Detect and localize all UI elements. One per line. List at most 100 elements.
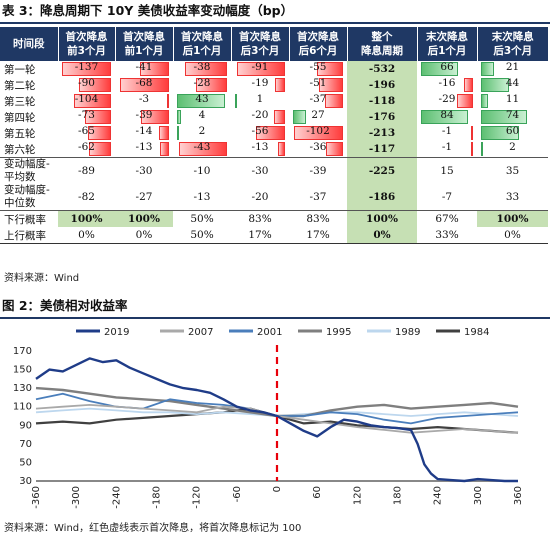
value-cell: -89	[58, 157, 115, 184]
data-bar	[421, 62, 458, 76]
value-cell: 50%	[173, 210, 231, 227]
data-bar	[278, 142, 285, 156]
data-bar	[294, 126, 343, 140]
value-cell: 2	[173, 125, 231, 141]
x-tick-label: -300	[71, 486, 82, 509]
x-tick-label: 360	[513, 486, 524, 505]
value-cell: -82	[78, 191, 95, 203]
value-cell: 100%	[477, 210, 548, 227]
value-cell: 0%	[347, 227, 417, 244]
value-cell: -10	[173, 157, 231, 184]
value-cell: -65	[58, 125, 115, 141]
value-cell: 74	[477, 109, 548, 125]
value-cell: -39	[289, 157, 347, 184]
value-cell: 2	[477, 141, 548, 158]
data-bar	[184, 62, 227, 76]
value-cell: -41	[115, 61, 173, 77]
row-label: 第一轮	[4, 63, 36, 76]
x-tick-label: 0	[272, 486, 283, 492]
value-cell: -51	[289, 77, 347, 93]
value-cell: -30	[231, 157, 289, 184]
data-bar	[84, 110, 111, 124]
header-cell: 首次降息 前3个月	[58, 27, 116, 61]
row-label: 第四轮	[4, 111, 36, 124]
value-cell: -137	[58, 61, 115, 77]
data-bar	[456, 94, 473, 108]
table-row: 第五轮 -65 -14 2 -56 -102 -213 -1 60	[0, 125, 548, 141]
y-tick-label: 110	[13, 402, 32, 413]
value-cell: -14	[115, 125, 173, 141]
data-bar	[159, 126, 169, 140]
legend-label: 2007	[188, 327, 213, 338]
value-cell: 60	[477, 125, 548, 141]
value-cell: -37	[289, 93, 347, 109]
row-label: 变动幅度-平均数	[0, 157, 58, 184]
x-tick-label: 60	[312, 486, 323, 499]
data-bar	[471, 126, 473, 140]
value-cell: 33%	[435, 229, 459, 241]
data-bar	[73, 94, 111, 108]
value-cell: -68	[115, 77, 173, 93]
value-cell: -19	[231, 77, 289, 93]
data-bar	[471, 142, 473, 156]
data-bar	[179, 142, 227, 156]
data-bar	[481, 62, 495, 76]
table-row: 第六轮 -62 -13 -43 -13 -36 -117 -1 2	[0, 141, 548, 158]
y-tick-label: 50	[19, 457, 32, 468]
probability-row: 上行概率 0% 0% 50% 17% 17% 0% 33% 0%	[0, 227, 548, 244]
data-bar	[421, 110, 468, 124]
y-tick-label: 30	[19, 476, 32, 487]
value-cell: -20	[231, 109, 289, 125]
value-cell: 84	[417, 109, 477, 125]
data-bar	[316, 62, 343, 76]
header-cell: 首次降息 后3个月	[231, 27, 290, 61]
data-bar	[481, 78, 509, 92]
value-cell: 21	[477, 61, 548, 77]
value-cell: -38	[173, 61, 231, 77]
value-cell: -55	[289, 61, 347, 77]
value-cell: -73	[58, 109, 115, 125]
value-cell: 11	[477, 93, 548, 109]
y-tick-label: 170	[13, 346, 32, 357]
x-tick-label: 300	[473, 486, 484, 505]
row-label: 第二轮	[4, 79, 36, 92]
value-cell: -37	[309, 191, 327, 203]
y-tick-label: 90	[19, 420, 32, 431]
value-cell: 0%	[78, 229, 95, 241]
value-cell: 17%	[248, 229, 272, 241]
header-cell: 首次降息 后6个月	[289, 27, 348, 61]
value-cell: 66	[417, 61, 477, 77]
value-cell: -36	[289, 141, 347, 158]
value-cell: -186	[347, 184, 417, 211]
value-cell: -91	[231, 61, 289, 77]
data-bar	[318, 78, 343, 92]
value-cell: -213	[347, 125, 417, 141]
header-cell: 首次降息 后1个月	[173, 27, 232, 61]
data-bar	[166, 94, 169, 108]
probability-row: 下行概率 100% 100% 50% 83% 83% 100% 67% 100%	[0, 210, 548, 227]
value-cell: -39	[115, 109, 173, 125]
table-header-row: 时间段 首次降息 前3个月 首次降息 前1个月 首次降息 后1个月 首次降息 后3个月 首次降息后…	[0, 27, 548, 61]
value-cell: -104	[58, 93, 115, 109]
x-tick-label: -360	[31, 486, 42, 509]
value-cell: 1	[231, 93, 289, 109]
table-row: 第二轮 -90 -68 -28 -19 -51 -196 -16 44	[0, 77, 548, 93]
value-cell: 17%	[306, 229, 330, 241]
value-cell: -532	[347, 61, 417, 77]
x-tick-label: -120	[192, 486, 203, 509]
value-cell: -1	[417, 141, 477, 158]
row-label: 第三轮	[4, 95, 36, 108]
value-cell: -27	[135, 191, 153, 203]
header-cell: 末次降息 后3个月	[477, 27, 548, 61]
value-cell: -16	[417, 77, 477, 93]
value-cell: 0%	[504, 229, 521, 241]
data-bar	[78, 78, 111, 92]
chart-title: 图 2：美债相对收益率	[0, 295, 550, 319]
value-cell: -118	[347, 93, 417, 109]
data-bar	[481, 126, 519, 140]
value-cell: 0%	[135, 229, 153, 241]
data-bar	[177, 126, 180, 140]
value-cell: 100%	[347, 210, 417, 227]
data-bar	[177, 110, 182, 124]
value-cell: -56	[231, 125, 289, 141]
